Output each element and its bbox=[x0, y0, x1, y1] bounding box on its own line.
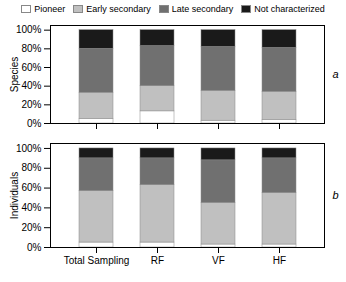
svg-text:0%: 0% bbox=[27, 242, 42, 253]
svg-text:20%: 20% bbox=[21, 222, 41, 233]
svg-text:80%: 80% bbox=[21, 162, 41, 173]
svg-text:60%: 60% bbox=[21, 62, 41, 73]
svg-text:100%: 100% bbox=[16, 143, 42, 154]
svg-text:VF: VF bbox=[212, 255, 225, 266]
svg-text:60%: 60% bbox=[21, 182, 41, 193]
svg-text:Total Sampling: Total Sampling bbox=[64, 255, 130, 266]
svg-text:Species: Species bbox=[9, 57, 20, 93]
svg-text:40%: 40% bbox=[21, 202, 41, 213]
html-text:Late secondary: Late secondary bbox=[171, 4, 234, 14]
svg-text:HF: HF bbox=[273, 255, 286, 266]
svg-text:Individuals: Individuals bbox=[9, 172, 20, 219]
svg-text:80%: 80% bbox=[21, 43, 41, 54]
svg-text:RF: RF bbox=[151, 255, 164, 266]
svg-text:b: b bbox=[333, 189, 339, 201]
html-text:Not characterized: Not characterized bbox=[254, 4, 325, 14]
svg-text:100%: 100% bbox=[16, 24, 42, 35]
svg-text:a: a bbox=[333, 68, 339, 80]
svg-text:0%: 0% bbox=[27, 118, 42, 129]
html-text:Early secondary: Early secondary bbox=[86, 4, 151, 14]
svg-text:20%: 20% bbox=[21, 99, 41, 110]
html-text:Pioneer: Pioneer bbox=[34, 4, 66, 14]
svg-text:40%: 40% bbox=[21, 80, 41, 91]
